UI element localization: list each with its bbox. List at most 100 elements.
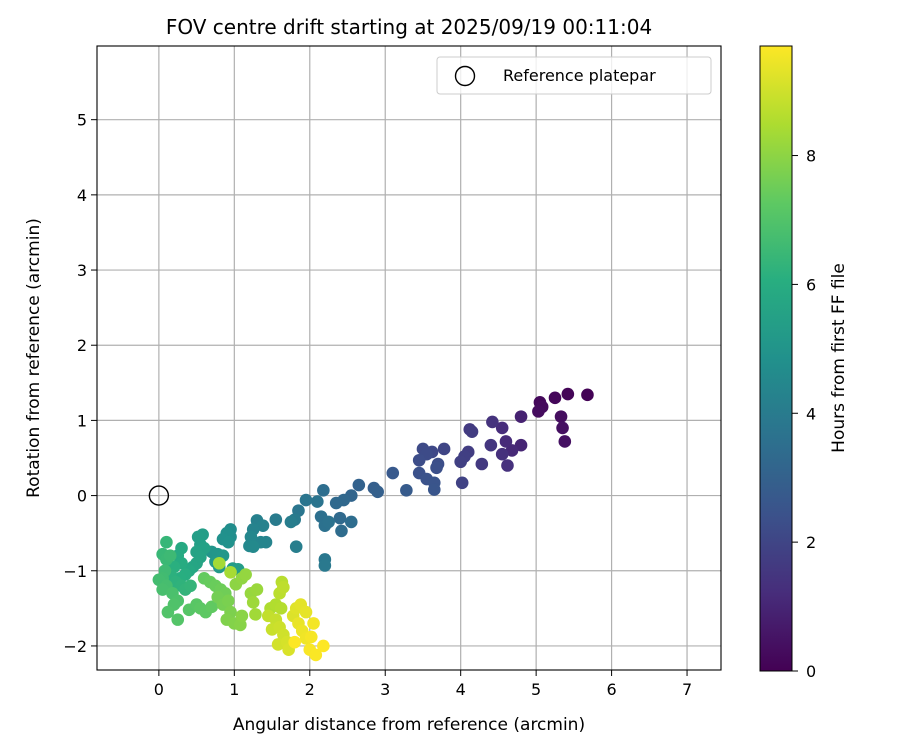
colorbar-gradient <box>759 45 793 672</box>
colorbar-ticks: 0 2 4 6 8 <box>792 147 816 681</box>
x-tick-label: 3 <box>380 680 390 699</box>
scatter-point <box>309 648 323 662</box>
scatter-point <box>246 540 260 554</box>
scatter-point <box>160 535 173 549</box>
scatter-point <box>235 609 249 623</box>
data-points <box>152 387 594 662</box>
scatter-point <box>156 583 169 596</box>
scatter-point <box>307 617 320 630</box>
legend-marker-icon <box>454 65 476 87</box>
x-tick-label: 4 <box>456 680 466 699</box>
scatter-point <box>495 447 509 461</box>
scatter-point <box>335 524 348 538</box>
scatter-point <box>333 511 347 525</box>
scatter-point <box>163 549 177 563</box>
scatter-point <box>205 600 218 614</box>
scatter-point <box>455 476 469 490</box>
scatter-point <box>386 466 400 480</box>
scatter-point <box>499 435 513 448</box>
scatter-point <box>322 515 335 529</box>
reference-marker <box>148 485 170 506</box>
scatter-point <box>284 515 298 529</box>
scatter-point <box>400 484 413 497</box>
y-tick-label: 4 <box>77 186 87 205</box>
x-tick-label: 5 <box>531 680 541 699</box>
scatter-point <box>554 410 568 423</box>
scatter-point <box>427 483 441 496</box>
y-tick-label: 1 <box>77 411 87 430</box>
colorbar: 0 2 4 6 8 Hours from first FF file <box>759 45 849 681</box>
scatter-point <box>184 579 197 593</box>
x-axis-label: Angular distance from reference (arcmin) <box>233 715 585 735</box>
scatter-point <box>548 391 562 405</box>
legend-label: Reference platepar <box>503 66 656 85</box>
x-tick-label: 6 <box>606 680 616 699</box>
y-tick-label: 0 <box>77 487 87 506</box>
scatter-point <box>484 438 498 452</box>
scatter-point <box>299 605 313 619</box>
colorbar-tick-label: 8 <box>806 147 816 166</box>
y-tick-label: 3 <box>77 261 87 280</box>
scatter-point <box>317 484 330 497</box>
scatter-point <box>412 453 426 467</box>
scatter-point <box>558 435 572 448</box>
scatter-point <box>250 583 264 596</box>
scatter-point <box>239 568 252 581</box>
x-tick-label: 1 <box>229 680 239 699</box>
scatter-point <box>437 442 451 456</box>
colorbar-tick-label: 6 <box>806 275 816 294</box>
scatter-point <box>171 613 185 626</box>
scatter-point <box>581 388 594 402</box>
scatter-point <box>317 639 330 653</box>
scatter-point <box>486 415 499 429</box>
colorbar-tick-label: 0 <box>806 662 816 681</box>
scatter-point <box>304 630 318 644</box>
scatter-point <box>556 421 569 435</box>
x-tick-label: 0 <box>154 680 164 699</box>
scatter-point <box>249 608 262 621</box>
colorbar-tick-label: 4 <box>806 404 816 423</box>
y-tick-label: 2 <box>77 336 87 355</box>
scatter-point <box>329 496 343 510</box>
scatter-point <box>344 515 358 529</box>
legend-box <box>436 56 712 95</box>
scatter-point <box>495 421 509 435</box>
scatter-point <box>277 581 290 594</box>
scatter-point <box>532 405 545 418</box>
scatter-point <box>221 594 235 608</box>
scatter-point <box>274 602 288 615</box>
scatter-point <box>561 387 575 401</box>
scatter-point <box>352 478 366 492</box>
y-tick-label: 5 <box>77 111 87 130</box>
plot-area-frame <box>96 45 722 671</box>
scatter-point <box>465 425 479 438</box>
y-axis-label: Rotation from reference (arcmin) <box>24 218 44 498</box>
scatter-point <box>371 485 384 499</box>
chart-title: FOV centre drift starting at 2025/09/19 … <box>166 15 652 39</box>
x-tick-label: 2 <box>305 680 315 699</box>
colorbar-label: Hours from first FF file <box>829 263 849 453</box>
y-axis-ticks: −2 −1 0 1 2 3 4 5 <box>63 111 97 656</box>
scatter-point <box>224 565 237 579</box>
y-tick-label: −2 <box>63 637 87 656</box>
x-tick-label: 7 <box>682 680 692 699</box>
scatter-point <box>269 513 283 526</box>
scatter-point <box>311 495 324 508</box>
scatter-point <box>256 519 270 532</box>
scatter-point <box>475 457 489 471</box>
scatter-point <box>299 493 313 507</box>
scatter-point <box>514 410 528 423</box>
scatter-point <box>501 459 514 472</box>
scatter-point <box>161 605 175 619</box>
scatter-point <box>221 535 235 549</box>
scatter-point <box>505 444 519 457</box>
legend: Reference platepar <box>436 56 712 95</box>
scatter-point <box>430 461 443 475</box>
x-axis-ticks: 0 1 2 3 4 5 6 7 <box>154 670 692 699</box>
scatter-point <box>288 635 301 649</box>
y-tick-label: −1 <box>63 562 87 581</box>
scatter-point <box>212 556 226 570</box>
scatter-point <box>454 455 467 469</box>
colorbar-tick-label: 2 <box>806 533 816 552</box>
